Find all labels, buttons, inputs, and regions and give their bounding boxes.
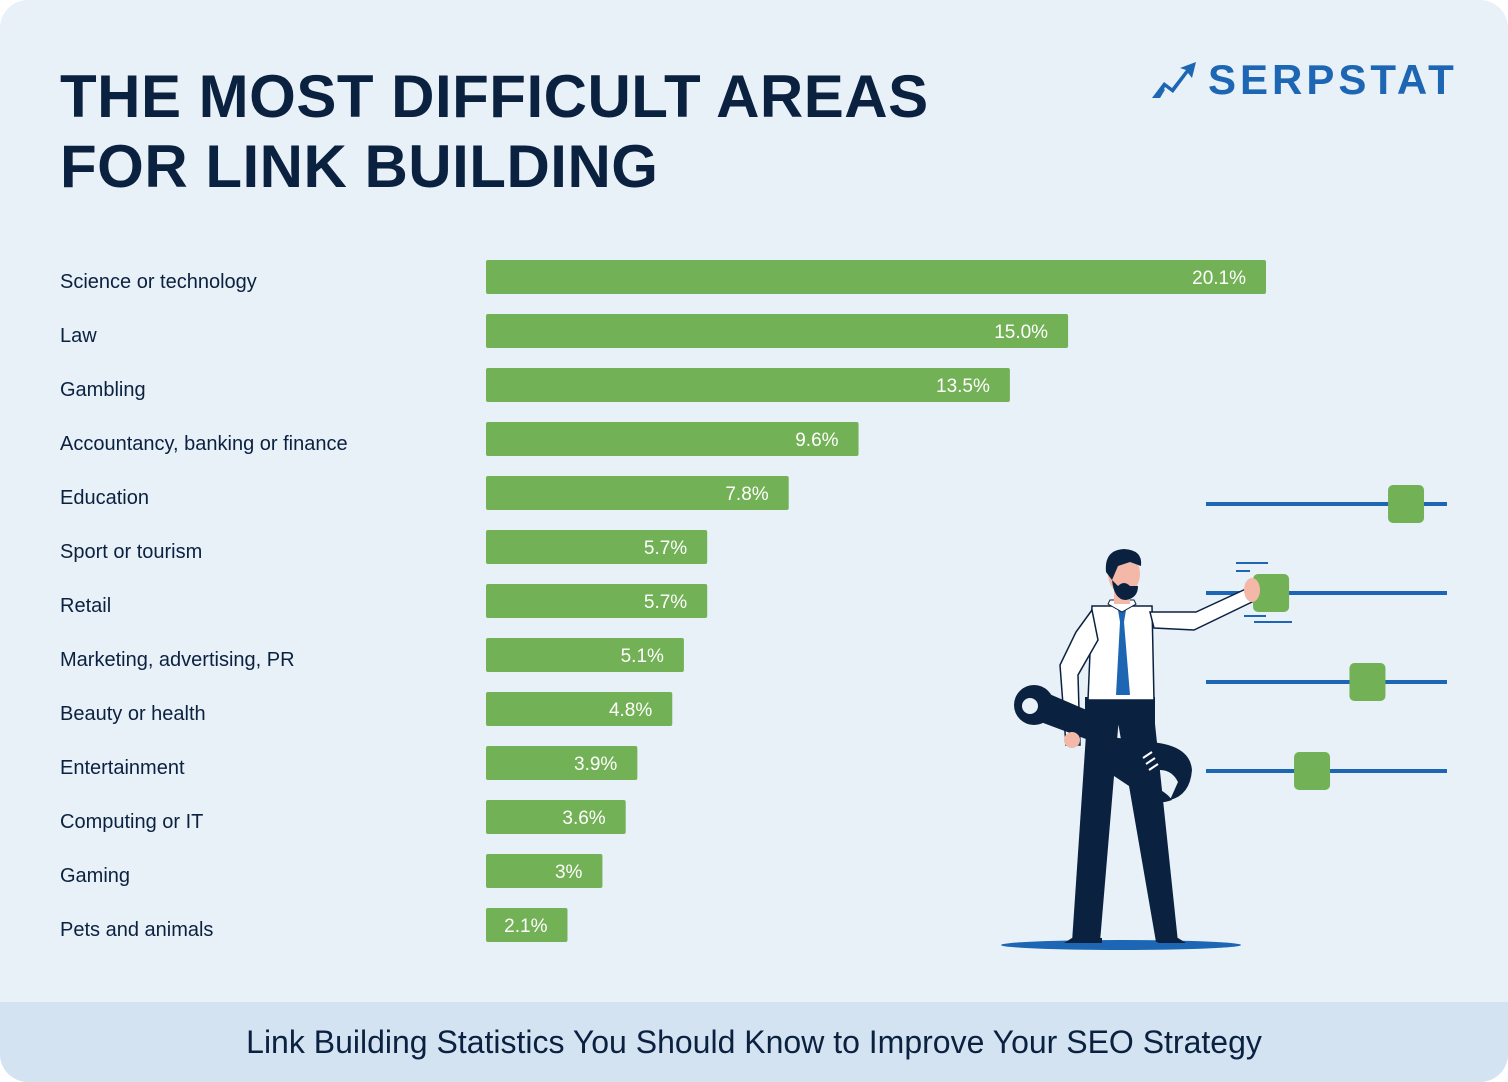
bar-value-label: 3.6% bbox=[562, 808, 605, 829]
category-label: Pets and animals bbox=[60, 919, 213, 941]
bar bbox=[486, 854, 603, 888]
businessman-figure bbox=[1014, 549, 1260, 943]
bar bbox=[486, 368, 1010, 402]
category-label: Marketing, advertising, PR bbox=[60, 649, 295, 671]
bar bbox=[486, 746, 638, 780]
slider-knob bbox=[1349, 663, 1386, 701]
category-label: Gambling bbox=[60, 379, 146, 401]
bar-chart: Science or technology 20.1% Law 15.0% Gambli… bbox=[60, 260, 1266, 942]
bar-value-label: 13.5% bbox=[936, 376, 990, 397]
bar-value-label: 3.9% bbox=[574, 754, 617, 775]
bar-value-label: 20.1% bbox=[1192, 268, 1246, 289]
businessman-illustration bbox=[1001, 485, 1447, 950]
page-title: THE MOST DIFFICULT AREAS FOR LINK BUILDI… bbox=[60, 62, 960, 202]
bar-value-label: 9.6% bbox=[795, 430, 838, 451]
bar bbox=[486, 314, 1069, 348]
footer-banner: Link Building Statistics You Should Know… bbox=[0, 1002, 1508, 1082]
bar bbox=[486, 260, 1266, 294]
category-label: Science or technology bbox=[60, 271, 257, 293]
bar bbox=[486, 800, 626, 834]
title-line-2: FOR LINK BUILDING bbox=[60, 133, 659, 200]
bar bbox=[486, 530, 708, 564]
category-label: Beauty or health bbox=[60, 703, 206, 725]
slider-knob bbox=[1253, 574, 1290, 612]
bar bbox=[486, 422, 859, 456]
slider-controls bbox=[1206, 485, 1447, 790]
category-label: Computing or IT bbox=[60, 811, 203, 833]
bar bbox=[486, 908, 568, 942]
serpstat-chart-arrow-icon bbox=[1152, 62, 1196, 98]
floor-shadow bbox=[1001, 940, 1241, 950]
slider-knob bbox=[1294, 752, 1331, 790]
bar-value-label: 5.7% bbox=[644, 592, 687, 613]
bar-value-label: 2.1% bbox=[504, 916, 547, 937]
category-label: Retail bbox=[60, 595, 111, 617]
category-label: Sport or tourism bbox=[60, 541, 202, 563]
category-label: Gaming bbox=[60, 865, 130, 887]
category-label: Entertainment bbox=[60, 757, 185, 779]
footer-text: Link Building Statistics You Should Know… bbox=[246, 1023, 1262, 1060]
bar bbox=[486, 584, 708, 618]
bar-value-label: 15.0% bbox=[994, 322, 1048, 343]
bar-value-label: 4.8% bbox=[609, 700, 652, 721]
brand-name: SERPSTAT bbox=[1208, 56, 1458, 103]
motion-lines bbox=[1236, 562, 1292, 623]
bar-value-label: 5.1% bbox=[621, 646, 664, 667]
bar-value-label: 7.8% bbox=[725, 484, 768, 505]
bar bbox=[486, 692, 673, 726]
serpstat-logo: SERPSTAT bbox=[1150, 56, 1458, 103]
bar bbox=[486, 476, 789, 510]
category-label: Accountancy, banking or finance bbox=[60, 433, 348, 455]
title-line-1: THE MOST DIFFICULT AREAS bbox=[60, 63, 929, 130]
category-label: Law bbox=[60, 325, 97, 347]
slider-knob bbox=[1388, 485, 1425, 523]
category-label: Education bbox=[60, 487, 149, 509]
bar-value-label: 3% bbox=[555, 862, 583, 883]
bar bbox=[486, 638, 684, 672]
bar-value-label: 5.7% bbox=[644, 538, 687, 559]
